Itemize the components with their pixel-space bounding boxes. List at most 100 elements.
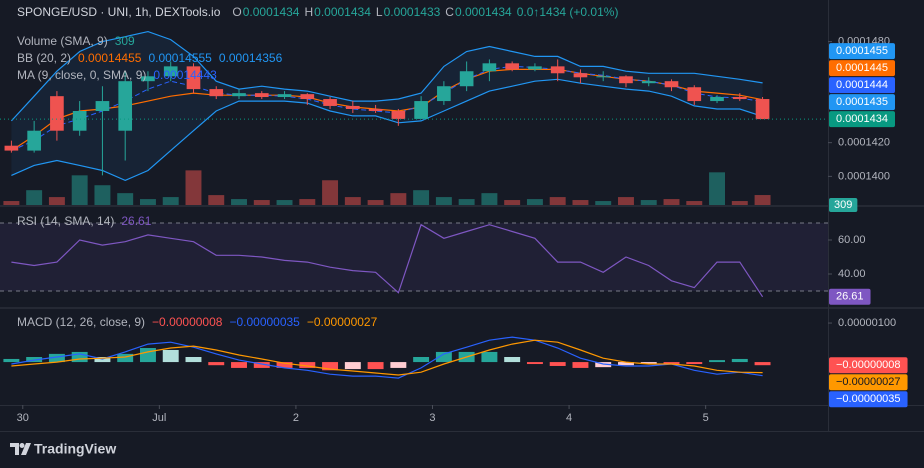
- candle-body: [345, 105, 360, 109]
- y-tick-label: 0.0001420: [838, 137, 890, 149]
- macd-histogram-bar: [640, 362, 657, 365]
- macd-histogram-bar: [71, 351, 88, 363]
- candle-body: [596, 76, 611, 78]
- macd-histogram-bar: [595, 362, 612, 368]
- volume-bar: [549, 197, 566, 205]
- macd-histogram-bar: [572, 362, 589, 368]
- volume-bar: [253, 200, 270, 205]
- macd-histogram-bar: [231, 362, 247, 368]
- legend-ohlc-value: 0.0001434: [243, 5, 300, 19]
- volume-badge-label: 309: [834, 199, 852, 211]
- y-tick-label: 40.00: [838, 268, 866, 280]
- volume-bar: [139, 199, 156, 205]
- badge-box: [829, 60, 895, 77]
- volume-bar: [208, 195, 225, 205]
- volume-bar: [322, 180, 339, 205]
- badge-box: [829, 94, 895, 111]
- badge-label: −0.00000027: [836, 376, 901, 388]
- badge-box: [829, 77, 895, 94]
- macd-histogram-bar: [526, 362, 543, 365]
- candle-body: [641, 81, 656, 84]
- volume-bar: [48, 197, 65, 205]
- candle-body: [4, 145, 19, 151]
- candle-body: [391, 110, 406, 119]
- macd-histogram-bar: [253, 362, 270, 368]
- bb-line: [10, 30, 763, 122]
- macd-histogram-bar: [208, 362, 225, 366]
- macd-histogram-bar: [663, 362, 680, 365]
- volume-bar: [390, 193, 407, 205]
- volume-bar: [367, 200, 384, 205]
- bb-line: [11, 68, 763, 152]
- candle-body: [459, 71, 474, 87]
- macd-histogram-bar: [367, 362, 384, 370]
- macd-histogram-bar: [754, 362, 771, 366]
- candle-body: [755, 99, 770, 120]
- candle-body: [277, 94, 292, 98]
- legend-value: 26.61: [121, 214, 151, 228]
- macd-histogram-bar: [139, 348, 156, 363]
- macd-histogram-bar: [504, 357, 521, 363]
- candle-body: [186, 66, 201, 90]
- price-badge: 0.0001434: [829, 111, 895, 128]
- candle-body: [300, 94, 315, 100]
- badge-label: 0.0001434: [836, 113, 888, 125]
- candle-body: [141, 76, 155, 82]
- macd-histogram-bar: [481, 351, 498, 363]
- price-badge: 0.0001435: [829, 94, 895, 111]
- legend-value: 0.00014443: [153, 68, 217, 82]
- candle-body: [209, 89, 224, 97]
- x-tick-label: 5: [703, 412, 709, 424]
- badge-label: 26.61: [836, 291, 864, 303]
- volume-bar: [595, 201, 612, 205]
- x-tick-label: 2: [293, 412, 299, 424]
- volume-badge: [829, 198, 858, 212]
- volume-bar: [640, 200, 657, 205]
- macd-histogram-bar: [413, 357, 430, 363]
- volume-bar: [481, 193, 498, 205]
- candle-body: [732, 97, 747, 100]
- volume-bar: [71, 175, 88, 205]
- macd-histogram-bar: [435, 351, 452, 363]
- candle-body: [573, 73, 588, 78]
- x-tick-label: 4: [566, 412, 572, 424]
- candle-body: [232, 93, 246, 97]
- candle-body: [27, 130, 41, 151]
- volume-bar: [663, 199, 680, 205]
- x-tick-label: 3: [429, 412, 435, 424]
- volume-bar: [26, 190, 43, 205]
- macd-histogram-bar: [299, 362, 316, 368]
- volume-bar: [435, 197, 452, 205]
- legend-ohlc-value: 0.0001434: [455, 5, 512, 19]
- macd-histogram-bar: [3, 358, 20, 363]
- bb-line: [11, 78, 763, 182]
- legend-ohlc-key: O: [232, 5, 241, 19]
- badge-box: [829, 111, 895, 128]
- legend-name: MACD (12, 26, close, 9): [17, 315, 145, 329]
- badge-box: [829, 374, 908, 391]
- rsi-band: [0, 222, 828, 292]
- pane: [3, 30, 771, 205]
- price-badge: −0.00000027: [829, 374, 908, 391]
- volume-bar: [117, 193, 134, 205]
- macd-histogram-bar: [709, 360, 725, 363]
- price-badge: 0.0001444: [829, 77, 895, 94]
- volume-bar: [618, 197, 634, 205]
- legend-ohlc-key: C: [445, 5, 454, 19]
- macd-histogram-bar: [48, 353, 65, 363]
- pane: [3, 336, 771, 379]
- rsi-line: [11, 223, 764, 298]
- candle-body: [687, 87, 702, 102]
- macd-histogram-bar: [185, 357, 202, 363]
- legend-ohlc-value: 0.0001434: [314, 5, 371, 19]
- macd-histogram-bar: [686, 362, 703, 365]
- badge-box: [829, 357, 908, 374]
- price-badge: 26.61: [829, 288, 871, 305]
- candle-body: [437, 86, 451, 102]
- candle-body: [505, 63, 519, 70]
- y-tick-label: 0.00000100: [838, 317, 896, 329]
- badge-box: [829, 43, 895, 60]
- legend-name: Volume (SMA, 9): [17, 34, 108, 48]
- volume-bar: [276, 200, 293, 205]
